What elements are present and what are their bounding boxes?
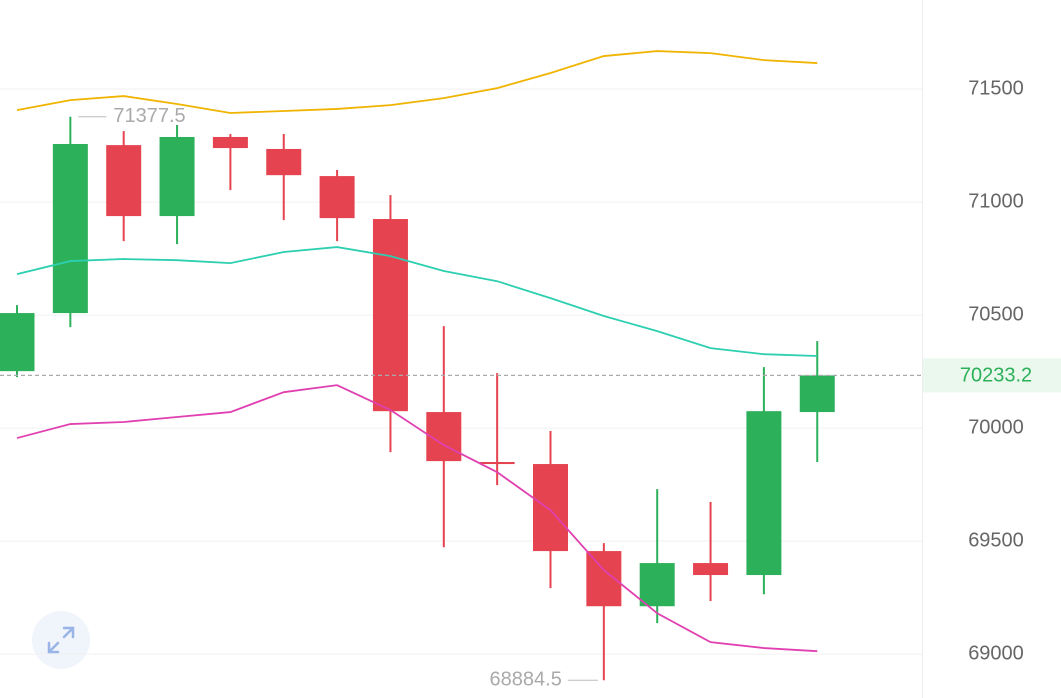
band-line: [16, 246, 818, 357]
candle-body: [212, 136, 248, 149]
current-price-label: 70233.2: [960, 365, 1032, 387]
candle-body: [319, 176, 355, 219]
candle-body: [106, 145, 142, 217]
band-line: [16, 384, 818, 653]
candle-body: [639, 563, 675, 607]
y-tick-label: 71500: [968, 77, 1024, 99]
candle-body: [586, 551, 622, 607]
y-tick-label: 69500: [968, 529, 1024, 551]
expand-button[interactable]: [32, 611, 90, 669]
y-tick-label: 69000: [968, 642, 1024, 664]
candle-body: [799, 375, 835, 413]
candle-body: [52, 143, 88, 314]
candle-body: [533, 464, 568, 552]
candle-body: [693, 563, 729, 576]
expand-icon: [47, 626, 75, 654]
candle-body: [159, 136, 195, 217]
candle-body: [479, 462, 515, 465]
y-tick-label: 70500: [968, 303, 1024, 325]
current-price-box: [923, 358, 1061, 393]
band-line: [16, 50, 818, 114]
y-tick-label: 71000: [968, 190, 1024, 212]
candle-body: [0, 313, 35, 372]
candle-body: [746, 411, 782, 576]
candle-body: [266, 148, 302, 176]
expand-bg: [32, 611, 90, 669]
min-label: 68884.5: [490, 669, 562, 691]
y-tick-label: 70000: [968, 416, 1024, 438]
max-label: 71377.5: [113, 105, 185, 127]
candle-body: [372, 219, 408, 412]
